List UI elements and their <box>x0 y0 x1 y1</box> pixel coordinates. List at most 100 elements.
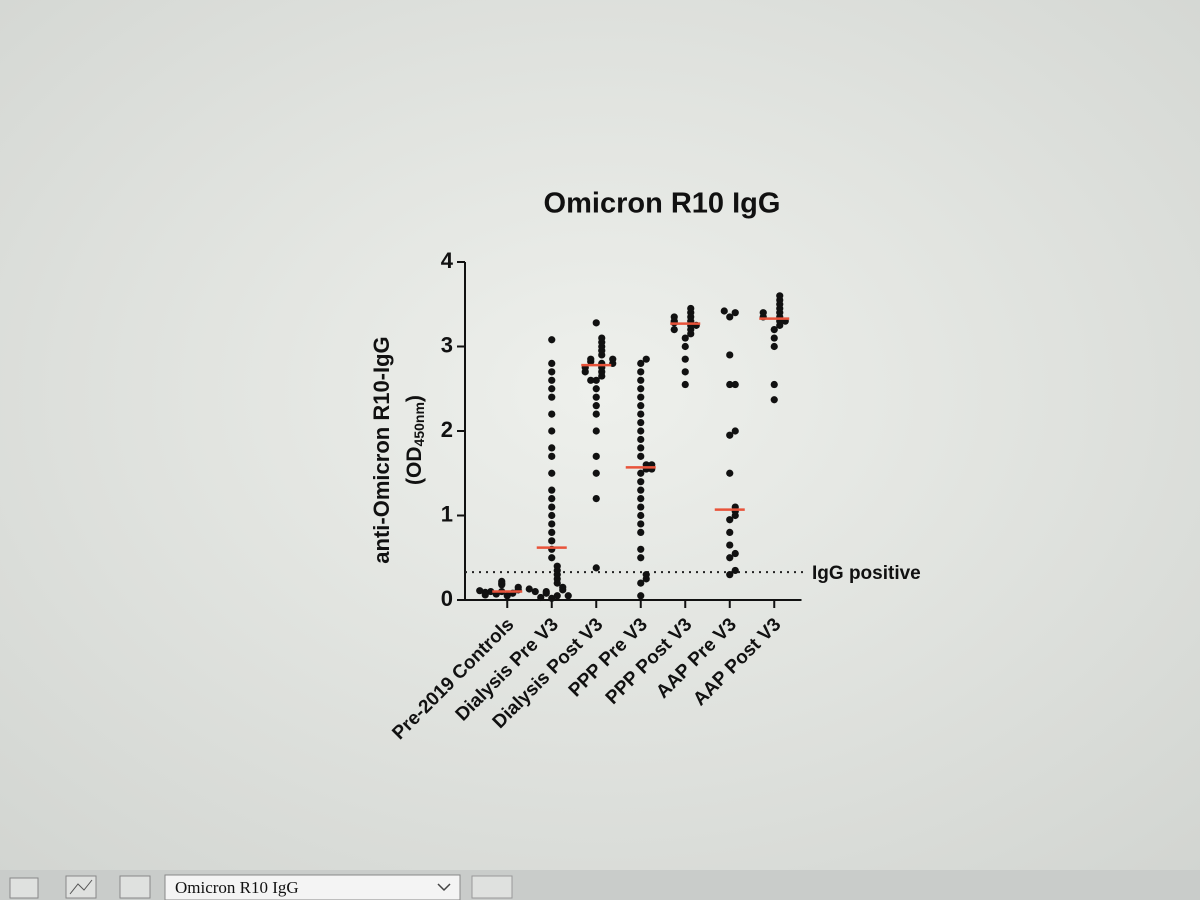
data-point <box>731 566 739 575</box>
data-point <box>726 380 734 389</box>
data-point <box>548 410 556 418</box>
data-point <box>553 562 561 570</box>
data-point <box>548 537 556 545</box>
data-point <box>592 410 600 418</box>
data-point <box>592 393 600 401</box>
icon-glyph <box>69 879 93 895</box>
data-point <box>637 469 645 477</box>
data-point <box>581 368 589 376</box>
data-point <box>592 376 600 384</box>
data-point <box>770 380 778 389</box>
data-point <box>481 591 489 599</box>
data-point <box>637 359 645 367</box>
data-point <box>770 396 778 404</box>
data-point <box>770 334 778 342</box>
data-point <box>726 351 734 359</box>
data-point <box>548 452 556 460</box>
data-point <box>637 579 645 587</box>
data-point <box>548 554 556 562</box>
data-point <box>592 564 600 572</box>
data-point <box>592 427 600 435</box>
data-point <box>548 444 556 452</box>
data-point <box>592 385 600 393</box>
unit-sub: 450nm <box>411 402 427 446</box>
y-tick-label: 0 <box>441 586 453 611</box>
data-point <box>681 342 689 351</box>
data-point <box>731 309 739 317</box>
data-point <box>548 469 556 477</box>
unit-close: ) <box>403 395 426 402</box>
data-point <box>731 380 739 389</box>
data-point <box>726 571 734 579</box>
dropdown-arrow <box>437 883 451 892</box>
data-point <box>637 376 645 384</box>
data-point <box>637 368 645 376</box>
data-point <box>637 393 645 401</box>
data-point <box>592 469 600 477</box>
data-point <box>592 452 600 460</box>
data-point <box>726 554 734 562</box>
data-point <box>731 549 739 558</box>
y-tick-label: 1 <box>441 501 453 526</box>
data-point <box>637 592 645 600</box>
data-point <box>587 355 595 363</box>
data-point <box>514 583 522 591</box>
data-point <box>637 486 645 494</box>
data-point <box>637 427 645 435</box>
data-point <box>770 326 778 334</box>
data-point <box>548 520 556 528</box>
chart-title: Omicron R10 IgG <box>544 188 781 220</box>
data-point <box>637 528 645 537</box>
y-tick-label: 4 <box>441 248 454 273</box>
background <box>0 0 1200 870</box>
data-point <box>681 368 689 376</box>
data-point <box>553 592 561 600</box>
data-point <box>726 469 734 477</box>
unit-open: (OD <box>403 446 426 485</box>
data-point <box>548 368 556 376</box>
data-point <box>681 355 689 363</box>
data-point <box>548 495 556 503</box>
data-point <box>759 309 767 317</box>
data-point <box>548 503 556 511</box>
data-point <box>548 427 556 435</box>
data-point <box>726 516 734 524</box>
data-point <box>548 486 556 494</box>
data-point <box>731 427 739 435</box>
y-tick-label: 2 <box>441 417 453 442</box>
data-point <box>637 435 645 444</box>
data-point <box>548 528 556 537</box>
data-point <box>670 326 678 334</box>
data-point <box>726 541 734 549</box>
dropdown-text: Omicron R10 IgG <box>175 878 299 897</box>
y-axis-unit: (OD450nm) <box>403 395 427 485</box>
data-point <box>531 587 539 596</box>
data-point <box>637 503 645 511</box>
data-point <box>548 359 556 367</box>
toolbar-icon[interactable] <box>119 875 151 899</box>
data-point <box>726 528 734 537</box>
data-point <box>681 334 689 342</box>
link-button[interactable] <box>471 875 513 899</box>
data-point <box>487 587 495 596</box>
sheet-dropdown[interactable] <box>164 874 461 900</box>
y-axis-label: anti-Omicron R10-IgG <box>369 336 394 563</box>
data-point <box>609 355 617 363</box>
data-point <box>726 313 734 321</box>
data-point <box>498 577 506 586</box>
data-point <box>592 495 600 503</box>
toolbar-icon[interactable] <box>9 877 39 899</box>
data-point <box>598 334 606 342</box>
data-point <box>548 336 556 344</box>
data-point <box>637 478 645 486</box>
data-point <box>770 342 778 351</box>
data-point <box>637 452 645 460</box>
data-point <box>525 585 533 593</box>
data-point <box>476 587 484 595</box>
threshold-label: IgG positive <box>812 563 921 584</box>
data-point <box>548 393 556 401</box>
data-point <box>687 304 695 313</box>
data-point <box>720 307 728 315</box>
